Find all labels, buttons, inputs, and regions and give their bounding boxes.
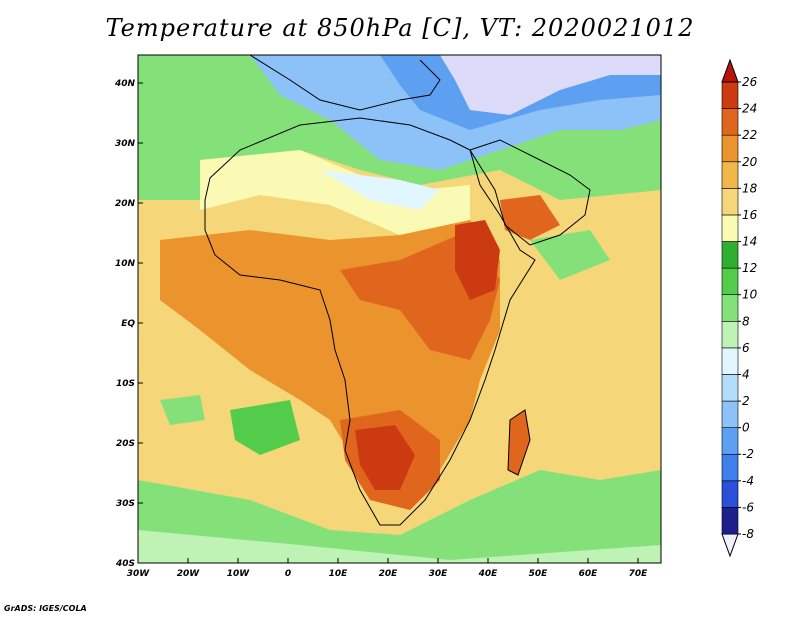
- colorbar-swatch: [721, 161, 739, 189]
- credit-text: GrADS: IGES/COLA: [4, 604, 87, 613]
- colorbar-swatch: [721, 427, 739, 455]
- lat-tick-label: 10N: [115, 259, 136, 269]
- longitude-ticks: 30W 20W 10W 0 10E 20E 30E 40E 50E 60E 70E: [127, 558, 648, 579]
- colorbar-label: 4: [742, 367, 750, 381]
- colorbar-label: 0: [742, 421, 750, 435]
- colorbar-arrow-high: [721, 58, 739, 83]
- lon-tick-label: 10E: [329, 569, 349, 579]
- colorbar-label: -4: [742, 474, 754, 488]
- lat-tick-label: 20N: [115, 199, 136, 209]
- colorbar-swatch: [721, 134, 739, 163]
- colorbar-label: 24: [742, 102, 757, 116]
- lon-tick-label: 20W: [177, 569, 201, 579]
- colorbar-label: 12: [742, 261, 757, 275]
- colorbar-swatch: [721, 453, 739, 482]
- lat-tick-label: 20S: [116, 439, 135, 449]
- colorbar-label: 16: [742, 208, 758, 222]
- colorbar-label: 22: [742, 128, 757, 142]
- colorbar-label: 20: [742, 155, 758, 169]
- lon-tick-label: 0: [285, 569, 291, 579]
- colorbar-swatch: [721, 320, 739, 349]
- colorbar-swatch: [721, 81, 739, 109]
- colorbar-swatch: [721, 294, 739, 322]
- temperature-field: [138, 55, 661, 563]
- lon-tick-label: 60E: [579, 569, 599, 579]
- colorbar-swatch: [721, 480, 739, 508]
- lon-tick-label: 40E: [478, 569, 499, 579]
- colorbar-label: 26: [742, 75, 758, 89]
- colorbar-label: 8: [742, 314, 750, 328]
- colorbar-label: 14: [742, 235, 757, 249]
- lon-tick-label: 30W: [127, 569, 151, 579]
- map-frame: [137, 54, 662, 564]
- colorbar-swatch: [721, 241, 739, 269]
- colorbar-label: -8: [742, 527, 754, 541]
- lon-tick-label: 10W: [227, 569, 251, 579]
- lon-tick-label: 70E: [629, 569, 649, 579]
- colorbar-swatch: [721, 267, 739, 296]
- colorbar-label: 10: [742, 288, 758, 302]
- colorbar-swatch: [721, 214, 739, 242]
- colorbar-label: -6: [742, 500, 754, 514]
- lat-tick-label: EQ: [121, 319, 135, 329]
- colorbar-swatch: [721, 108, 739, 136]
- colorbar-swatch: [721, 347, 739, 375]
- colorbar-swatch: [721, 374, 739, 402]
- coastlines: [204, 55, 591, 526]
- lon-tick-label: 50E: [529, 569, 549, 579]
- lat-tick-label: 30S: [116, 499, 135, 509]
- latitude-ticks: 40N 30N 20N 10N EQ 10S 20S 30S 40S: [114, 79, 143, 569]
- map-title: Temperature at 850hPa [C], VT: 202002101…: [105, 14, 695, 42]
- lat-tick-label: 40S: [115, 559, 135, 569]
- colorbar-swatch: [721, 400, 739, 428]
- colorbar-swatch: [721, 188, 739, 216]
- colorbar-arrow-low: [721, 533, 739, 558]
- colorbar-label: 6: [742, 341, 750, 355]
- lat-tick-label: 10S: [116, 379, 135, 389]
- lat-tick-label: 30N: [115, 139, 136, 149]
- lat-tick-label: 40N: [114, 79, 136, 89]
- colorbar-label: -2: [742, 447, 754, 461]
- colorbar-swatch: [721, 507, 739, 535]
- lon-tick-label: 20E: [379, 569, 399, 579]
- colorbar-label: 18: [742, 181, 758, 195]
- colorbar-label: 2: [742, 394, 750, 408]
- lon-tick-label: 30E: [429, 569, 449, 579]
